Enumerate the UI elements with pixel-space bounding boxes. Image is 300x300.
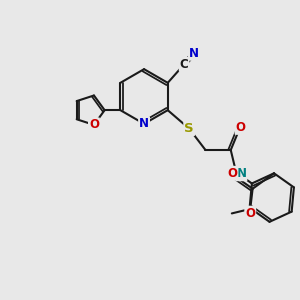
Text: O: O (236, 121, 246, 134)
Text: N: N (189, 47, 199, 60)
Text: C: C (180, 58, 188, 71)
Text: S: S (184, 122, 194, 135)
Text: N: N (139, 117, 149, 130)
Text: O: O (89, 118, 99, 131)
Text: H: H (226, 169, 235, 179)
Text: O: O (245, 207, 255, 220)
Text: N: N (236, 167, 246, 180)
Text: O: O (227, 167, 237, 180)
